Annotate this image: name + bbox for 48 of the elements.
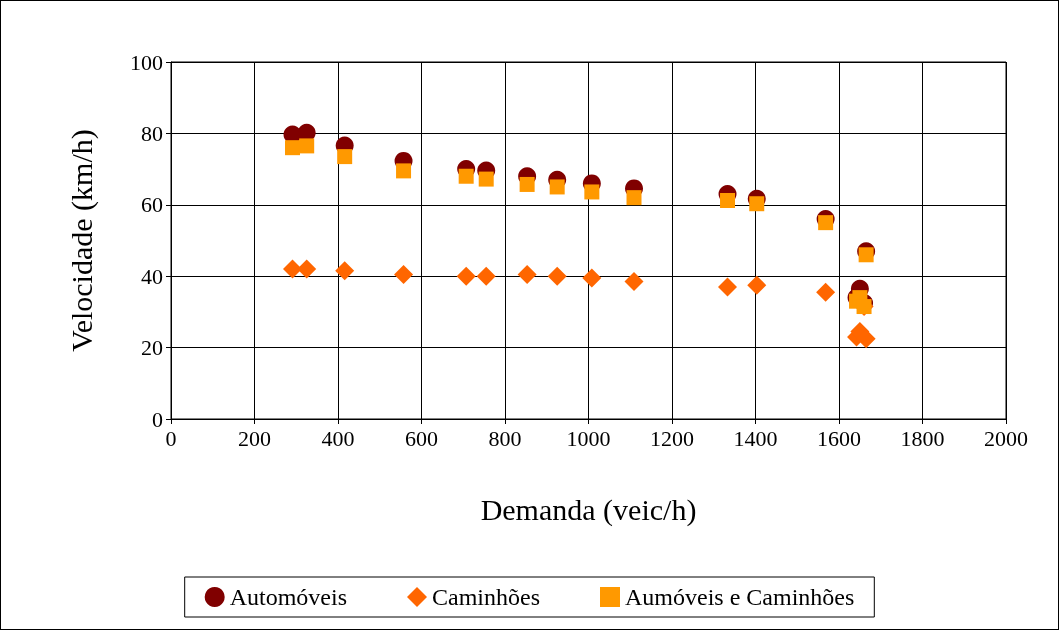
point [519, 176, 535, 192]
y-tick-label: 0 [152, 406, 163, 432]
point [816, 282, 836, 302]
point [624, 272, 644, 292]
y-tick-label: 20 [141, 335, 163, 361]
x-tick-label: 1800 [900, 425, 945, 451]
point [456, 266, 476, 286]
y-tick-label: 80 [141, 120, 163, 146]
legend-label: Aumóveis e Caminhões [625, 584, 855, 610]
y-axis-title: Velocidade (km/h) [64, 129, 99, 352]
y-tick-label: 60 [141, 192, 163, 218]
x-tick-label: 1200 [650, 425, 694, 451]
point [818, 215, 834, 231]
x-tick-label: 800 [488, 425, 522, 451]
point [547, 266, 567, 286]
x-tick-label: 2000 [984, 425, 1028, 451]
x-axis-title: Demanda (veic/h) [480, 492, 697, 527]
point [297, 259, 317, 279]
point [720, 193, 736, 209]
point [582, 268, 602, 288]
point [749, 196, 765, 212]
point [626, 190, 642, 206]
point [718, 277, 738, 297]
point [549, 179, 565, 195]
point [584, 184, 600, 200]
point [458, 168, 474, 184]
x-tick-label: 400 [321, 425, 355, 451]
point [337, 149, 353, 165]
point [299, 138, 315, 154]
x-tick-label: 200 [238, 425, 271, 451]
y-tick-label: 40 [141, 263, 163, 289]
legend-label: Caminhões [432, 584, 541, 610]
point [284, 140, 300, 156]
point [396, 163, 412, 179]
x-tick-label: 1600 [817, 425, 861, 451]
point [282, 259, 302, 279]
x-tick-label: 600 [405, 425, 438, 451]
point [394, 264, 414, 284]
point [747, 275, 767, 295]
x-tick-label: 1000 [566, 425, 611, 451]
x-tick-label: 1400 [733, 425, 778, 451]
point [517, 264, 537, 284]
point [335, 261, 355, 281]
y-tick-label: 100 [130, 49, 163, 75]
point [478, 171, 494, 187]
legend-label: Automóveis [229, 584, 348, 610]
point [858, 247, 874, 263]
point [476, 266, 496, 286]
